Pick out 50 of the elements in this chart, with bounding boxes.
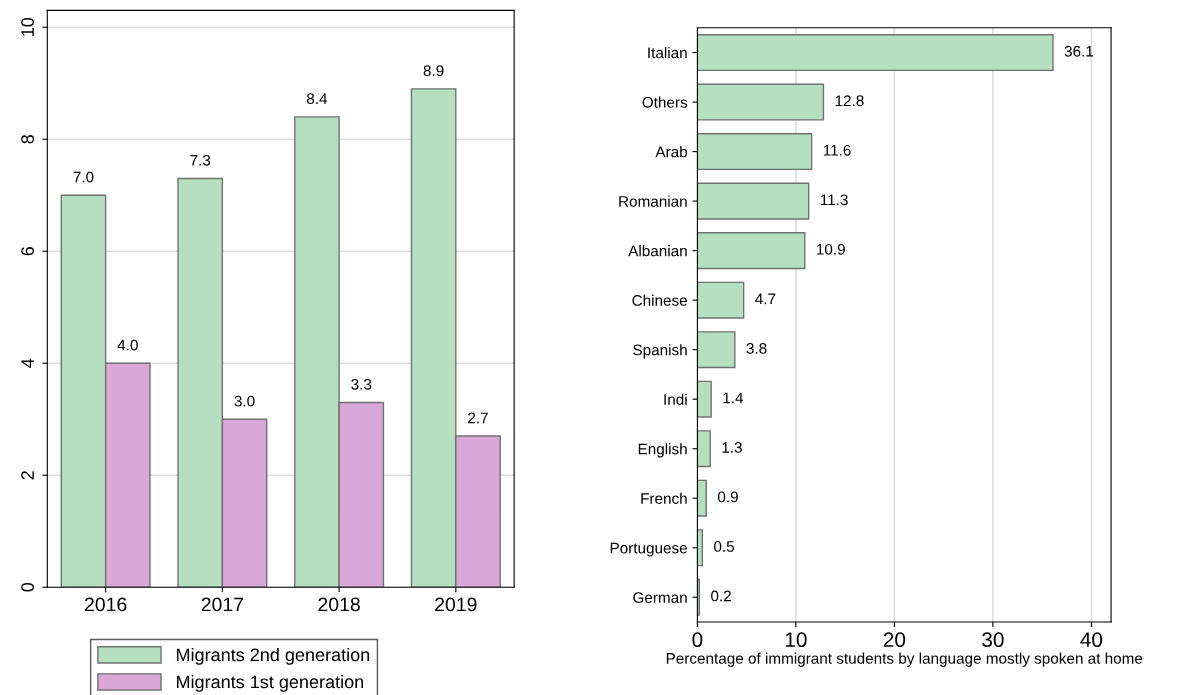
x-tick-label: 10	[785, 632, 807, 648]
x-tick-label: 2019	[435, 597, 477, 612]
legend-label: Migrants 1st generation	[176, 675, 364, 692]
text: 7.0	[73, 171, 94, 183]
y-tick-label: Others	[642, 96, 688, 108]
data-label: 1.4	[723, 392, 744, 404]
data-label: 0.9	[717, 491, 738, 503]
y-tick-label: Arab	[655, 146, 688, 158]
y-tick-label: Indi	[664, 393, 687, 405]
data-label: 0.5	[714, 541, 735, 552]
data-label: 3.8	[746, 342, 767, 354]
x-tick-label: 2017	[201, 597, 244, 612]
text: 8.9	[423, 65, 444, 77]
data-label: 36.1	[1064, 45, 1094, 57]
text: 2.7	[468, 412, 488, 424]
text: 8.4	[306, 93, 328, 105]
y-tick-label: German	[633, 592, 687, 603]
y-tick-label: Chinese	[632, 294, 687, 306]
y-tick-label: Italian	[648, 47, 687, 59]
text: 7.3	[190, 154, 211, 166]
data-label: 10.9	[817, 243, 845, 255]
data-label: 4.7	[755, 293, 776, 305]
data-label: 11.6	[823, 144, 851, 156]
y-tick-label: 6	[21, 247, 34, 256]
x-tick-label: 30	[982, 632, 1004, 648]
y-tick-label: 10	[21, 17, 34, 36]
x-tick-label: 2016	[84, 597, 127, 612]
text: 4.0	[117, 339, 138, 351]
y-tick-label: Portuguese	[610, 542, 687, 557]
x-tick-label: 0	[692, 632, 703, 648]
data-label: 11.3	[820, 194, 848, 206]
text: 3.3	[351, 378, 372, 390]
data-label: 0.2	[711, 590, 731, 602]
y-tick-label: Romanian	[619, 195, 687, 207]
x-axis-title: Percentage of immigrant students by language mostly spoken at home	[666, 652, 1143, 667]
y-tick-label: 0	[21, 582, 34, 592]
y-tick-label: English	[638, 443, 687, 458]
y-tick-label: Spanish	[633, 344, 687, 359]
data-label: 12.8	[835, 95, 864, 107]
x-tick-label: 20	[883, 632, 906, 648]
legend-label: Migrants 2nd generation	[176, 647, 370, 665]
x-tick-label: 2018	[318, 597, 360, 612]
y-tick-label: 4	[21, 358, 34, 368]
y-tick-label: Albanian	[628, 245, 687, 257]
text: 3.0	[234, 395, 255, 407]
y-tick-label: French	[641, 492, 687, 504]
x-tick-label: 40	[1080, 632, 1103, 648]
y-tick-label: 8	[21, 135, 34, 144]
data-label: 1.3	[722, 441, 742, 453]
y-tick-label: 2	[21, 471, 34, 480]
